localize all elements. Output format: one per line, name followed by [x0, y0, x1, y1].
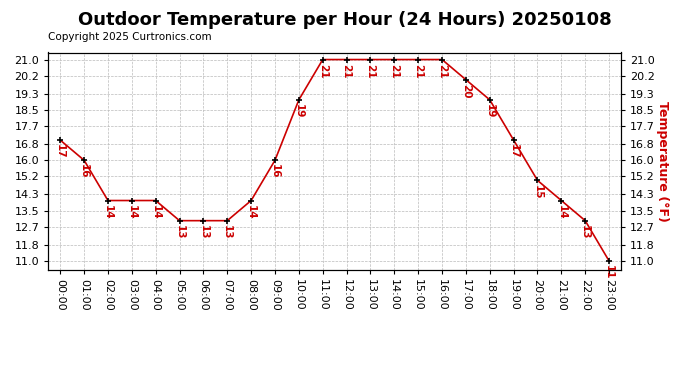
- Text: 14: 14: [127, 205, 137, 219]
- Text: 14: 14: [556, 205, 566, 219]
- Text: 16: 16: [270, 164, 280, 179]
- Text: 14: 14: [150, 205, 161, 219]
- Text: 19: 19: [485, 104, 495, 118]
- Text: 13: 13: [222, 225, 233, 239]
- Text: 13: 13: [199, 225, 208, 239]
- Text: 11: 11: [604, 265, 614, 280]
- Text: 17: 17: [55, 144, 66, 159]
- Text: 20: 20: [461, 84, 471, 98]
- Text: 14: 14: [246, 205, 256, 219]
- Text: 21: 21: [342, 64, 352, 78]
- Text: 21: 21: [317, 64, 328, 78]
- Text: 21: 21: [437, 64, 447, 78]
- Text: 13: 13: [580, 225, 590, 239]
- Text: Copyright 2025 Curtronics.com: Copyright 2025 Curtronics.com: [48, 32, 212, 42]
- Text: 15: 15: [533, 184, 542, 199]
- Text: 21: 21: [413, 64, 423, 78]
- Text: 21: 21: [389, 64, 400, 78]
- Text: 13: 13: [175, 225, 184, 239]
- Text: 14: 14: [103, 205, 113, 219]
- Text: 17: 17: [509, 144, 519, 159]
- Text: 19: 19: [294, 104, 304, 118]
- Text: 16: 16: [79, 164, 89, 179]
- Text: 21: 21: [366, 64, 375, 78]
- Text: Outdoor Temperature per Hour (24 Hours) 20250108: Outdoor Temperature per Hour (24 Hours) …: [78, 11, 612, 29]
- Y-axis label: Temperature (°F): Temperature (°F): [656, 101, 669, 222]
